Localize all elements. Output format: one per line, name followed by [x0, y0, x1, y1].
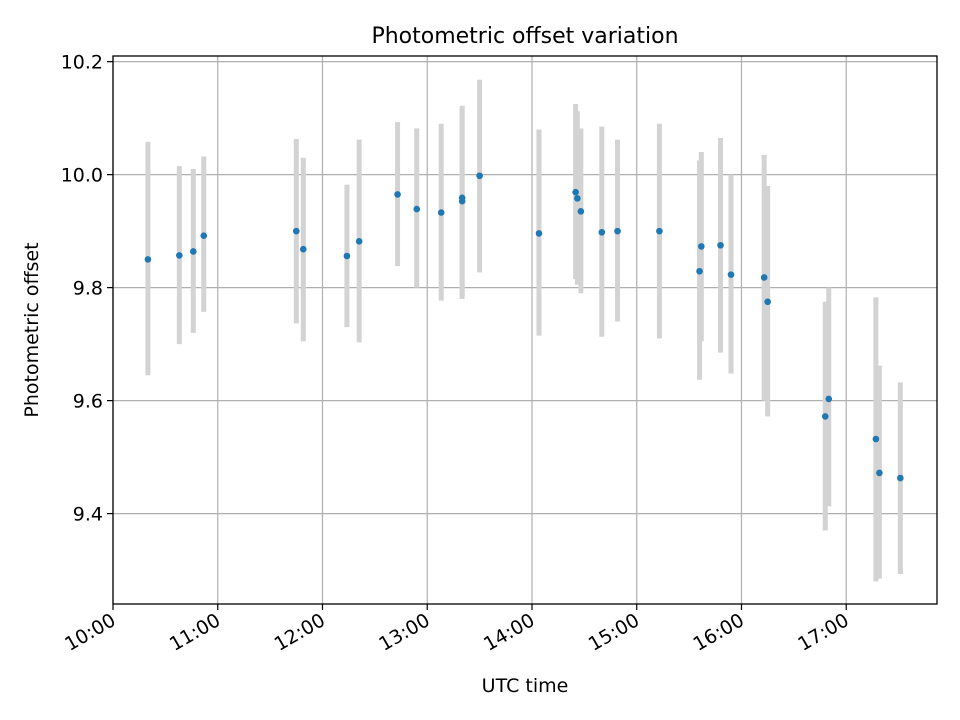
data-point	[190, 248, 197, 255]
data-point	[437, 209, 445, 216]
data-point	[176, 252, 183, 259]
data-point	[200, 232, 208, 239]
data-point	[614, 227, 621, 235]
data-point	[760, 274, 768, 281]
data-point	[872, 435, 880, 443]
data-point	[394, 191, 401, 198]
data-point	[144, 256, 152, 263]
y-axis-label: Photometric offset	[21, 242, 43, 417]
y-tick-label: 9.6	[73, 391, 103, 413]
y-axis-ticks: 9.4 9.6 9.8 10.0 10.2	[61, 52, 113, 526]
data-point	[764, 298, 771, 306]
data-point	[598, 228, 606, 236]
y-tick-label: 9.8	[73, 278, 103, 300]
data-point	[413, 205, 421, 213]
y-tick-label: 9.4	[73, 504, 103, 526]
data-point	[656, 227, 663, 235]
y-tick-label: 10.2	[61, 52, 103, 74]
data-point	[696, 267, 703, 275]
grid-lines	[112, 56, 937, 604]
data-point	[572, 188, 579, 196]
data-point	[458, 194, 466, 202]
chart-title: Photometric offset variation	[371, 24, 678, 49]
data-point	[727, 271, 735, 278]
data-point	[476, 172, 483, 180]
y-tick-label: 10.0	[61, 165, 103, 187]
data-point	[574, 195, 581, 202]
data-point	[717, 241, 724, 249]
data-point	[355, 238, 363, 245]
data-point	[698, 243, 705, 250]
data-point	[343, 252, 351, 260]
data-point	[897, 474, 904, 482]
x-axis-label: UTC time	[482, 675, 569, 697]
data-point	[876, 469, 883, 477]
data-point	[821, 413, 829, 420]
data-points	[144, 172, 904, 482]
data-point	[577, 208, 585, 215]
data-point	[535, 230, 543, 237]
data-point	[299, 245, 307, 253]
data-point	[293, 227, 300, 235]
data-point	[825, 395, 833, 403]
plot-frame	[112, 55, 938, 605]
